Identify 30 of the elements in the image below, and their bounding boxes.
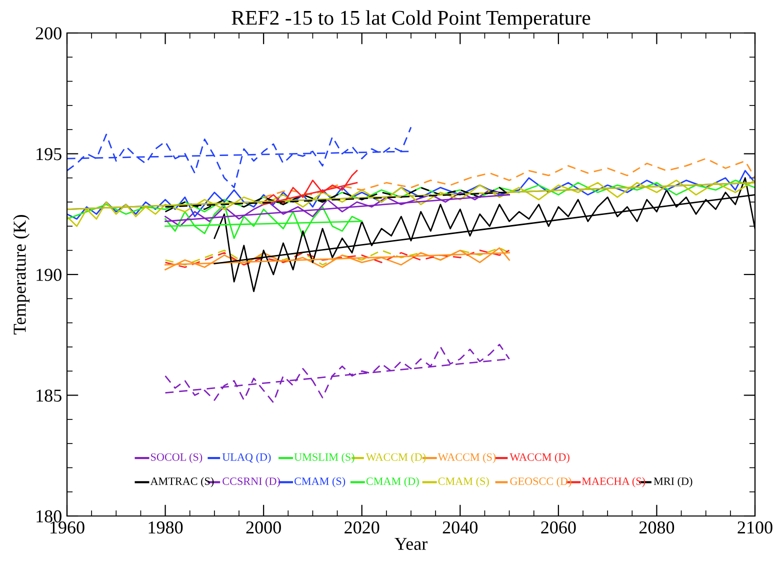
legend-label: MAECHA (S) [582,477,646,488]
legend-label: AMTRAC (S) [150,477,214,488]
x-tick-label: 1980 [148,521,183,534]
legend-label: ULAQ (D) [222,453,271,464]
y-axis-title: Temperature (K) [13,215,30,334]
legend-label: WACCM (S) [438,453,496,464]
legend-label: CMAM (S) [294,477,346,488]
legend-label: CCSRNI (D) [222,477,280,488]
y-tick-label: 180 [36,510,62,522]
legend-label: GEOSCC (D) [510,477,572,488]
y-tick-label: 190 [36,268,62,281]
x-tick-label: 2040 [442,521,478,534]
legend-label: MRI (D) [654,477,692,488]
legend-label: CMAM (S) [438,477,489,488]
chart-title: REF2 -15 to 15 lat Cold Point Temperature [232,10,590,30]
legend-label: CMAM (D) [366,477,419,488]
legend-label: SOCOL (S) [150,453,202,464]
x-axis-title: Year [394,538,428,550]
x-tick-label: 2100 [738,521,772,534]
x-tick-label: 2020 [344,521,380,534]
y-tick-label: 195 [36,148,62,160]
x-tick-label: 1960 [50,521,84,534]
x-tick-label: 2000 [246,521,281,534]
legend-label: WACCM (D) [510,453,570,464]
x-tick-label: 2060 [541,521,576,534]
x-tick-label: 2080 [639,521,674,534]
legend-label: UMSLIM (S) [294,453,354,464]
y-tick-label: 200 [36,27,62,40]
y-tick-label: 185 [36,390,62,402]
legend-label: WACCM (D) [366,453,426,464]
